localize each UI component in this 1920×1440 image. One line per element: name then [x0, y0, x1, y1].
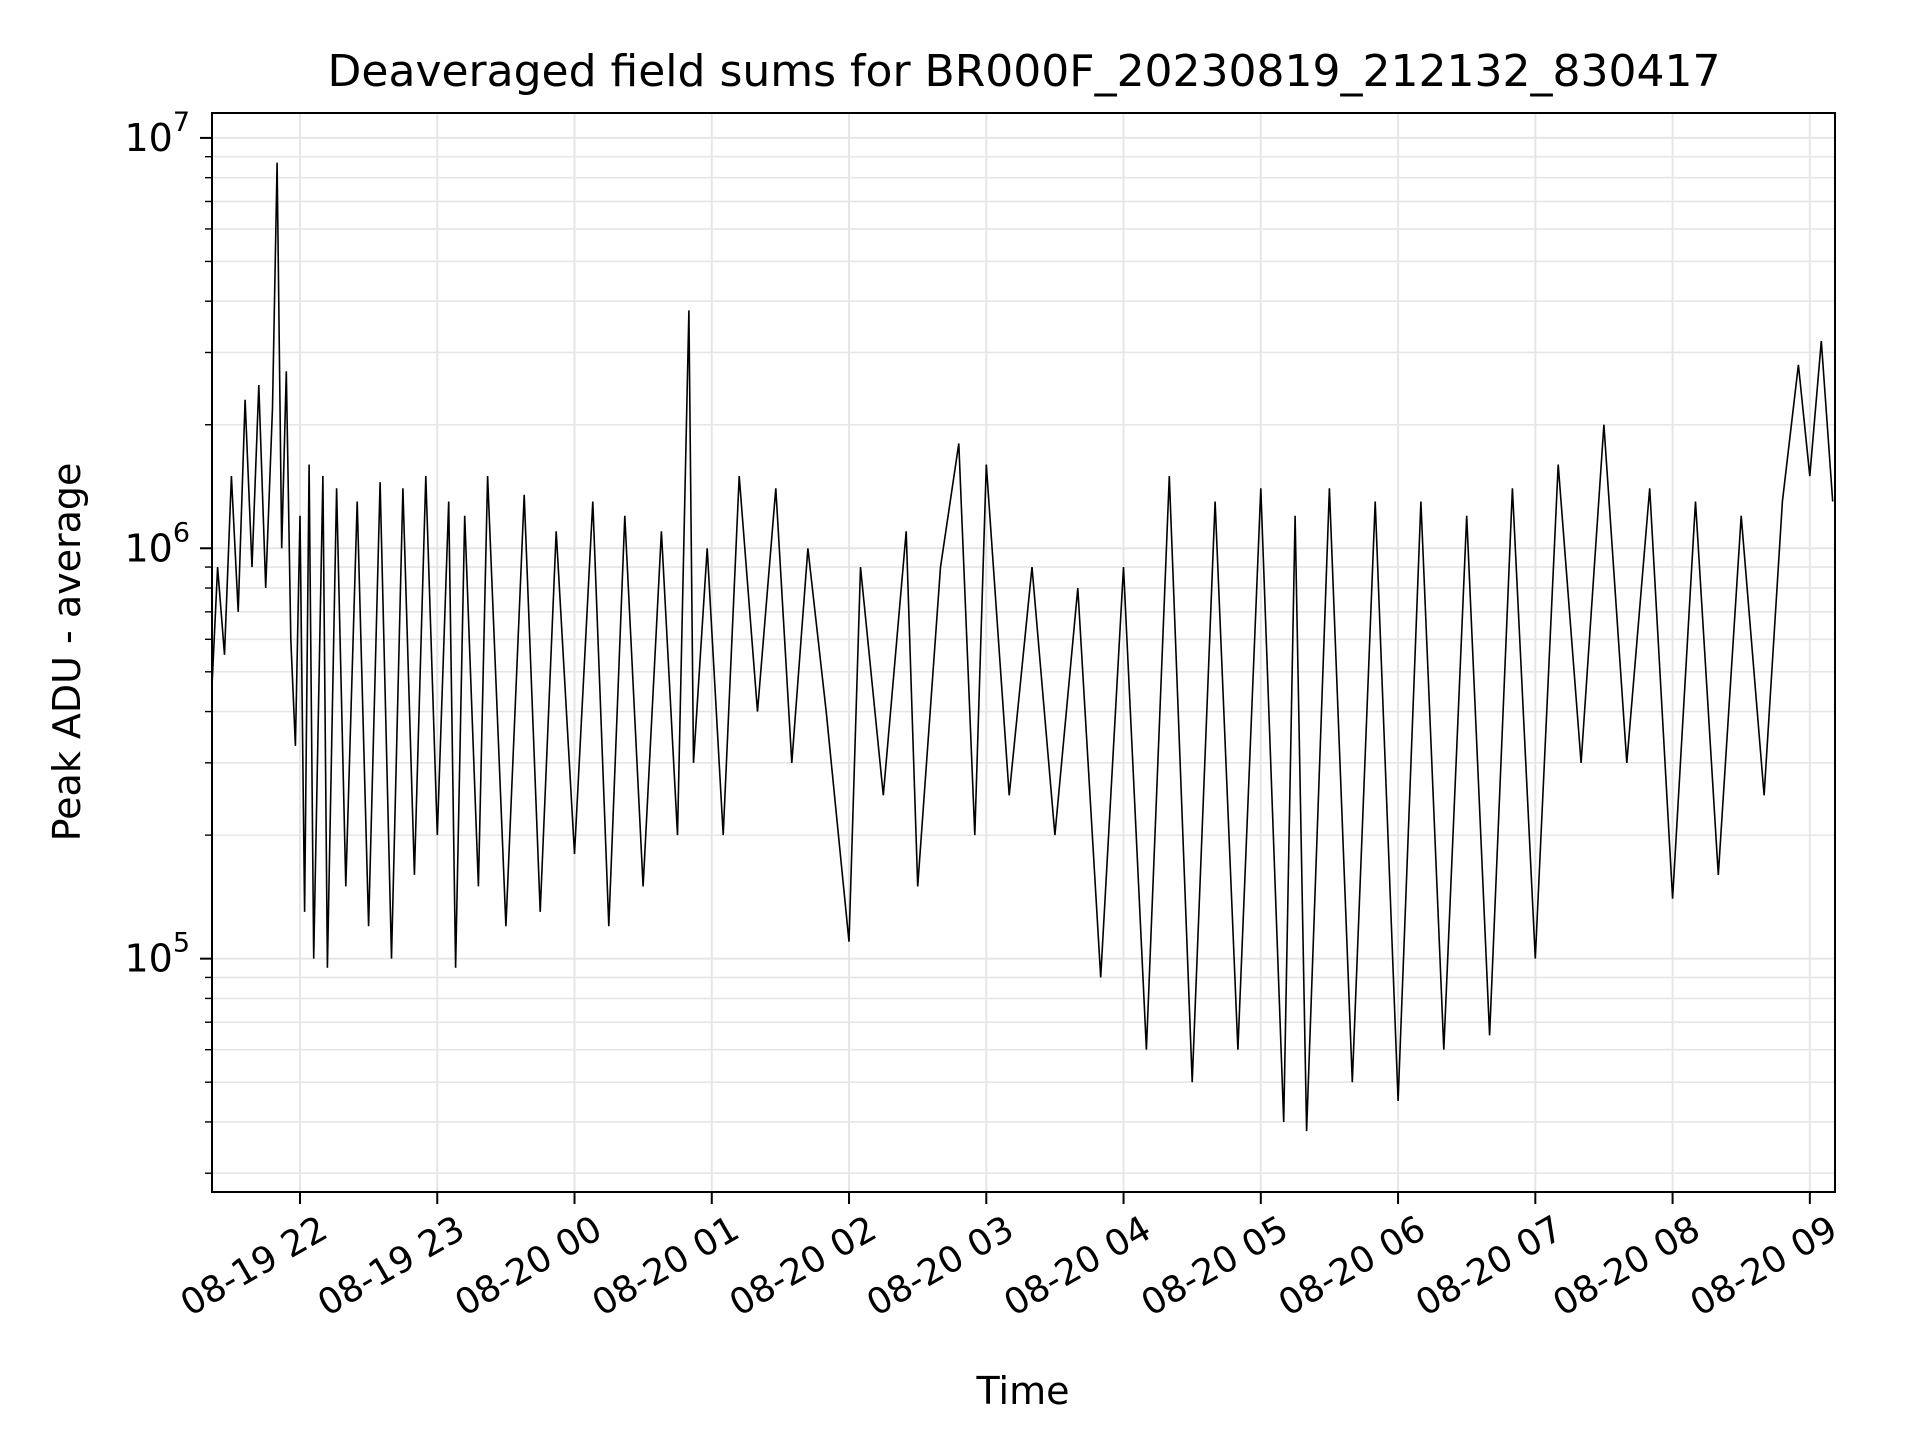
y-tick-label: 106	[124, 517, 190, 570]
series-layer	[212, 162, 1834, 1132]
y-tick-label: 105	[124, 928, 190, 981]
chart-title: Deaveraged field sums for BR000F_2023081…	[328, 46, 1721, 97]
x-axis-label: Time	[976, 1369, 1070, 1413]
y-tick-label: 107	[124, 107, 190, 160]
plot-area	[212, 162, 1834, 1132]
y-axis: 105 106 107	[124, 107, 212, 1174]
y-axis-label: Peak ADU - average	[45, 463, 89, 842]
series-line	[212, 162, 1834, 1132]
plot-frame	[211, 112, 1836, 1193]
grid-layer	[212, 113, 1835, 1192]
